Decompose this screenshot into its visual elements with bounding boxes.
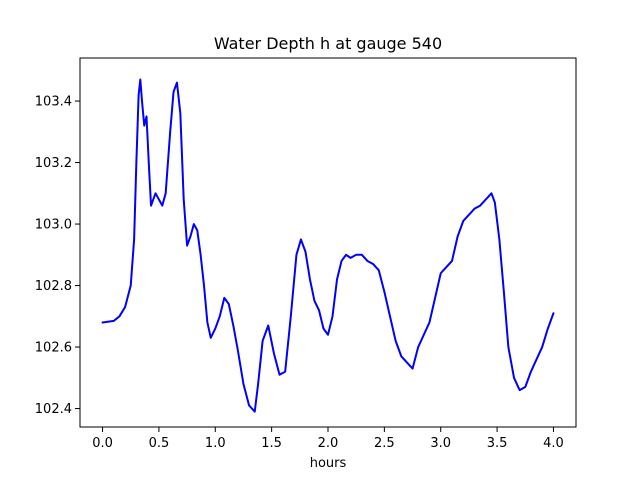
x-axis: 0.0 0.5 1.0 1.5 2.0 2.5 3.0 3.5 4.0 [92,427,564,451]
series-line [101,78,555,413]
y-tick-label: 103.0 [35,218,72,233]
x-tick-label: 4.0 [543,436,564,451]
y-axis: 102.4 102.6 102.8 103.0 103.2 103.4 [35,95,80,417]
x-tick-label: 1.0 [205,436,226,451]
x-tick-label: 0.0 [92,436,113,451]
x-tick-label: 2.5 [374,436,395,451]
y-tick-label: 103.4 [35,95,72,110]
x-tick-label: 2.0 [318,436,339,451]
y-tick-label: 102.8 [35,279,72,294]
chart-title: Water Depth h at gauge 540 [214,34,442,53]
x-tick-label: 3.0 [430,436,451,451]
y-tick-label: 102.6 [35,341,72,356]
x-tick-label: 1.5 [261,436,282,451]
x-tick-label: 3.5 [487,436,508,451]
y-tick-label: 102.4 [35,402,72,417]
y-tick-label: 103.2 [35,156,72,171]
x-axis-label: hours [310,456,347,471]
x-tick-label: 0.5 [149,436,170,451]
